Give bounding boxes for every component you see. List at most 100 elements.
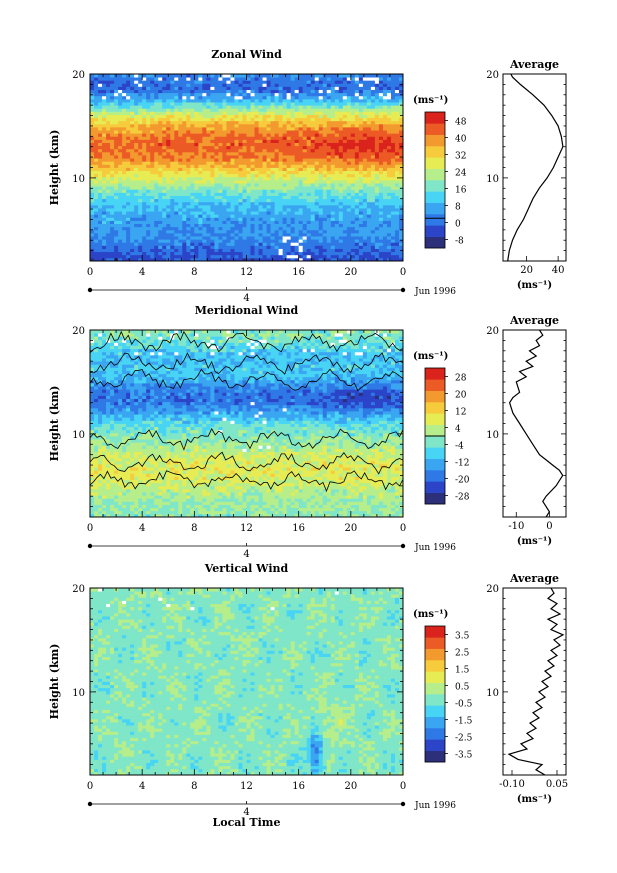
x-tick-label: 12 [240, 523, 253, 534]
colorbar-tick-label: 20 [455, 391, 467, 401]
profile-x-tick-label: 20 [520, 265, 533, 276]
profile-x-tick-label: -0.10 [499, 779, 525, 790]
y-tick-label: 10 [72, 174, 85, 185]
x-tick-label: 16 [292, 267, 305, 278]
profile-y-tick-label: 20 [486, 70, 499, 81]
colorbar-tick-label: -8 [455, 237, 464, 247]
x-tick-label: 12 [240, 781, 253, 792]
x-tick-label: 12 [240, 267, 253, 278]
profile-y-tick-label: 10 [486, 430, 499, 441]
profile-x-label: (ms⁻¹) [517, 280, 552, 291]
colorbar-tick-label: -28 [455, 493, 470, 503]
x-axis-label: Local Time [213, 816, 281, 829]
profile-line [510, 330, 563, 517]
profile-title: Average [509, 58, 559, 71]
profile-y-tick-label: 10 [486, 688, 499, 699]
profile-title: Average [509, 314, 559, 327]
y-tick-label: 10 [72, 430, 85, 441]
date-line-end-marker [401, 802, 405, 806]
profile-y-tick-label: 20 [486, 584, 499, 595]
heatmap-3 [90, 588, 403, 775]
y-axis-label: Height (km) [48, 386, 61, 462]
colorbar-tick-label: -2.5 [455, 734, 473, 744]
colorbar-tick-label: -3.5 [455, 751, 473, 761]
profile-line [509, 588, 563, 775]
x-tick-label: 20 [344, 523, 357, 534]
x-tick-label: 20 [344, 267, 357, 278]
profile-frame [503, 74, 566, 261]
x-tick-label: 4 [139, 523, 145, 534]
profile-x-label: (ms⁻¹) [517, 794, 552, 805]
colorbar-tick-label: -0.5 [455, 700, 473, 710]
chart-title: Meridional Wind [195, 304, 299, 317]
average-profile: Average 10 20 20 40(ms⁻¹) [486, 58, 566, 291]
colorbar-unit: (ms⁻¹) [413, 95, 448, 106]
chart-title: Zonal Wind [211, 48, 282, 61]
x-tick-label: 0 [87, 781, 93, 792]
profile-x-tick-label: 40 [552, 265, 565, 276]
date-line-end-marker [401, 288, 405, 292]
colorbar-tick-label: 48 [455, 118, 467, 128]
average-profile: Average 10 20 -10 0 (ms⁻¹) [486, 314, 566, 547]
colorbar-unit: (ms⁻¹) [413, 609, 448, 620]
date-line-start-marker [88, 544, 92, 548]
colorbar-unit: (ms⁻¹) [413, 351, 448, 362]
date-line-start-marker [88, 288, 92, 292]
colorbar-tick-label: -20 [455, 476, 470, 486]
colorbar-tick-label: 3.5 [455, 632, 470, 642]
x-tick-label: 20 [344, 781, 357, 792]
x-tick-label: 8 [191, 523, 197, 534]
x-tick-label: 0 [400, 523, 406, 534]
x-tick-label: 16 [292, 523, 305, 534]
colorbar-tick-label: 2.5 [455, 649, 470, 659]
colorbar-tick-label: 0.5 [455, 683, 470, 693]
colorbar-tick-label: 32 [455, 152, 466, 162]
x-tick-label: 4 [139, 267, 145, 278]
figure: Zonal Wind0 4 8 12 16 20 04Jun 19961020Height … [0, 0, 617, 873]
colorbar-tick-label: 12 [455, 408, 466, 418]
date-suffix: Jun 1996 [414, 801, 456, 811]
profile-x-tick-label: -10 [508, 521, 524, 532]
x-tick-label: 0 [87, 523, 93, 534]
x-tick-label: 0 [400, 267, 406, 278]
x-tick-label: 0 [400, 781, 406, 792]
panel-2: Meridional Wind 0 4 8 12 16 20 0 4 Jun 1996 10 20 He… [48, 304, 566, 560]
colorbar-tick-label: -1.5 [455, 717, 473, 727]
colorbar-tick-label: -12 [455, 459, 470, 469]
colorbar-tick-label: 24 [455, 169, 467, 179]
profile-line [508, 74, 563, 261]
heatmap-1 [90, 74, 403, 261]
colorbar-tick-label: 0 [455, 220, 461, 230]
y-tick-label: 20 [72, 584, 85, 595]
date-line-start-marker [88, 802, 92, 806]
y-axis-label: Height (km) [48, 130, 61, 206]
profile-x-label: (ms⁻¹) [517, 536, 552, 547]
x-tick-label: 0 [87, 267, 93, 278]
profile-title: Average [509, 572, 559, 585]
profile-frame [503, 330, 566, 517]
colorbar-tick-label: 1.5 [455, 666, 470, 676]
colorbar-tick-label: 8 [455, 203, 461, 213]
colorbar: (ms⁻¹) 3.5 2.5 1.5 0.5 -0.5 -1.5 -2.5 -3.5 [413, 609, 473, 762]
date-label: 4 [243, 549, 249, 560]
profile-y-tick-label: 10 [486, 174, 499, 185]
x-tick-label: 4 [139, 781, 145, 792]
date-suffix: Jun 1996 [414, 543, 456, 553]
colorbar-tick-label: -4 [455, 442, 464, 452]
profile-x-tick-label: 0 [546, 521, 552, 532]
y-tick-label: 20 [72, 70, 85, 81]
date-label: 4 [243, 293, 249, 304]
date-line-end-marker [401, 544, 405, 548]
x-tick-label: 16 [292, 781, 305, 792]
x-tick-label: 8 [191, 267, 197, 278]
date-suffix: Jun 1996 [414, 287, 456, 297]
y-tick-label: 20 [72, 326, 85, 337]
profile-y-tick-label: 20 [486, 326, 499, 337]
chart-title: Vertical Wind [204, 562, 289, 575]
colorbar-tick-label: 28 [455, 374, 467, 384]
